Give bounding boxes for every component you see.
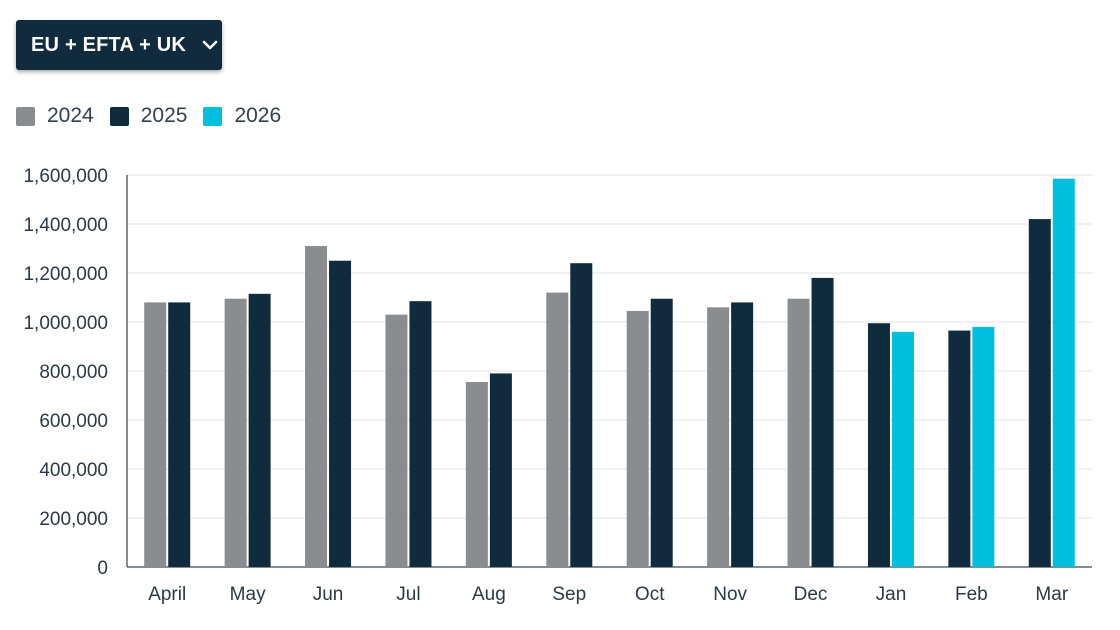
- bar-2026-feb[interactable]: [972, 326, 995, 567]
- chart-legend: 2024 2025 2026: [16, 104, 297, 128]
- bar-2025-aug[interactable]: [489, 373, 512, 567]
- legend-item-2025[interactable]: 2025: [109, 104, 188, 128]
- y-tick-label: 1,000,000: [23, 313, 108, 334]
- bar-2024-dec[interactable]: [787, 298, 810, 567]
- legend-swatch-2024: [16, 106, 35, 126]
- bar-2024-april[interactable]: [144, 302, 167, 567]
- bar-2025-sep[interactable]: [570, 263, 593, 567]
- bar-2025-mar[interactable]: [1028, 219, 1051, 567]
- x-tick-label: April: [148, 584, 186, 605]
- legend-label-2025: 2025: [140, 104, 188, 127]
- x-tick-label: Jun: [313, 584, 344, 605]
- bar-2025-april[interactable]: [168, 302, 191, 567]
- region-dropdown[interactable]: EU + EFTA + UK: [16, 20, 222, 70]
- y-tick-label: 1,400,000: [23, 215, 108, 236]
- bar-2025-jun[interactable]: [329, 260, 352, 567]
- legend-item-2026[interactable]: 2026: [203, 104, 281, 128]
- bar-2025-nov[interactable]: [731, 302, 754, 567]
- legend-label-2024: 2024: [47, 104, 94, 127]
- bar-2026-jan[interactable]: [891, 331, 914, 567]
- bar-2024-oct[interactable]: [626, 310, 649, 567]
- bar-2025-may[interactable]: [248, 293, 271, 567]
- bar-2025-oct[interactable]: [650, 298, 673, 567]
- x-tick-label: May: [230, 584, 266, 605]
- bar-2024-nov[interactable]: [707, 307, 730, 567]
- x-tick-label: Nov: [713, 584, 747, 605]
- bar-2025-feb[interactable]: [948, 330, 971, 567]
- x-tick-label: Jul: [396, 584, 420, 605]
- x-tick-label: Aug: [472, 584, 506, 605]
- x-tick-label: Mar: [1035, 584, 1068, 605]
- legend-label-2026: 2026: [234, 104, 282, 127]
- legend-item-2024[interactable]: 2024: [16, 104, 94, 128]
- bar-2024-sep[interactable]: [546, 292, 569, 567]
- x-tick-label: Oct: [635, 584, 665, 605]
- legend-swatch-2026: [203, 106, 223, 126]
- bar-2026-mar[interactable]: [1052, 178, 1075, 568]
- bar-2025-jul[interactable]: [409, 301, 432, 567]
- bar-2024-jun[interactable]: [305, 246, 328, 568]
- x-tick-label: Feb: [955, 584, 988, 605]
- bar-2024-jul[interactable]: [385, 314, 408, 567]
- chevron-down-icon: [202, 40, 218, 50]
- y-tick-label: 600,000: [39, 411, 108, 432]
- y-tick-label: 0: [97, 558, 108, 579]
- legend-swatch-2025: [109, 106, 129, 126]
- x-tick-label: Jan: [876, 584, 907, 605]
- bar-2025-jan[interactable]: [867, 323, 890, 567]
- y-tick-label: 400,000: [39, 460, 108, 481]
- region-dropdown-label: EU + EFTA + UK: [31, 33, 187, 56]
- y-tick-label: 1,600,000: [23, 166, 108, 187]
- x-tick-label: Dec: [794, 584, 828, 605]
- y-tick-label: 200,000: [39, 509, 108, 530]
- bar-2025-dec[interactable]: [811, 277, 834, 567]
- bar-2024-may[interactable]: [224, 298, 247, 567]
- y-tick-label: 800,000: [39, 362, 108, 383]
- y-tick-label: 1,200,000: [23, 264, 108, 285]
- bar-2024-aug[interactable]: [465, 382, 488, 567]
- x-tick-label: Sep: [552, 584, 586, 605]
